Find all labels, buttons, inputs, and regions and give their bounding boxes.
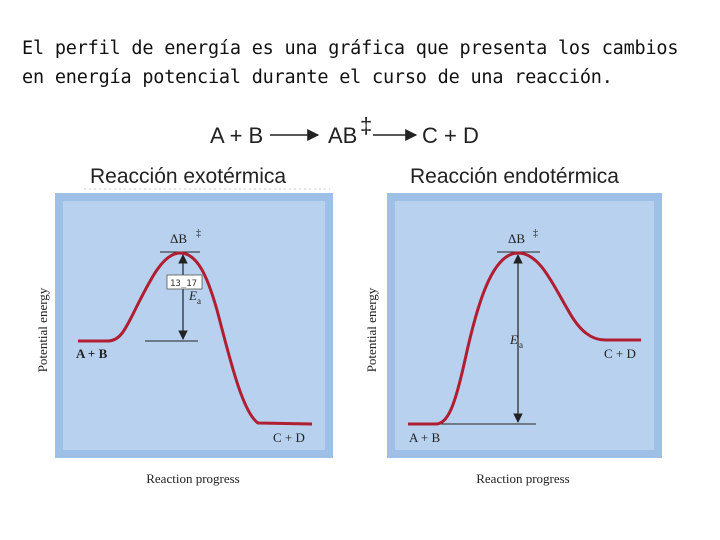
equation-products: C + D: [422, 123, 479, 148]
endothermic-panel: ΔB ‡ E a A + B C + D Potential energy Re…: [364, 193, 662, 486]
equation-complex: AB: [328, 123, 357, 148]
exothermic-reactants-label: A + B: [76, 346, 108, 361]
intro-line-2: en energía potencial durante el curso de…: [22, 67, 613, 88]
figure-sticker-text: 13_17: [170, 279, 197, 289]
endothermic-plot-area: [395, 201, 654, 450]
endothermic-reactants-label: A + B: [409, 430, 441, 445]
intro-text: El perfil de energía es una gráfica que …: [22, 34, 712, 92]
exothermic-peak-sup: ‡: [196, 228, 201, 239]
endothermic-peak-sup: ‡: [533, 228, 538, 239]
equation-complex-sup: ‡: [360, 113, 372, 138]
endothermic-ea-label: E: [509, 332, 518, 347]
endothermic-products-label: C + D: [604, 346, 636, 361]
endothermic-peak-label: ΔB: [508, 231, 525, 246]
endothermic-energy-curve: [408, 251, 641, 426]
exothermic-plot-area: [63, 201, 325, 450]
intro-line-1: El perfil de energía es una gráfica que …: [22, 38, 679, 59]
reaction-equation: A + B AB ‡ C + D: [210, 113, 479, 148]
exothermic-y-axis-label: Potential energy: [35, 287, 50, 372]
exothermic-peak-label: ΔB: [170, 231, 187, 246]
endothermic-ea-sub: a: [519, 340, 523, 350]
exothermic-ea-label: E: [188, 288, 197, 303]
exothermic-title: Reacción exotérmica: [90, 165, 286, 188]
exothermic-products-label: C + D: [273, 430, 305, 445]
endothermic-x-axis-label: Reaction progress: [476, 471, 570, 486]
exothermic-ea-sub: a: [197, 296, 201, 306]
exothermic-x-axis-label: Reaction progress: [146, 471, 240, 486]
equation-reactants: A + B: [210, 123, 263, 148]
figure-sticker: [166, 274, 203, 290]
exothermic-energy-curve: [78, 251, 313, 426]
endothermic-y-axis-label: Potential energy: [364, 287, 379, 372]
exothermic-panel: ΔB ‡ E a A + B C + D 13_17 Potential ene…: [35, 193, 333, 486]
endothermic-title: Reacción endotérmica: [410, 165, 619, 188]
